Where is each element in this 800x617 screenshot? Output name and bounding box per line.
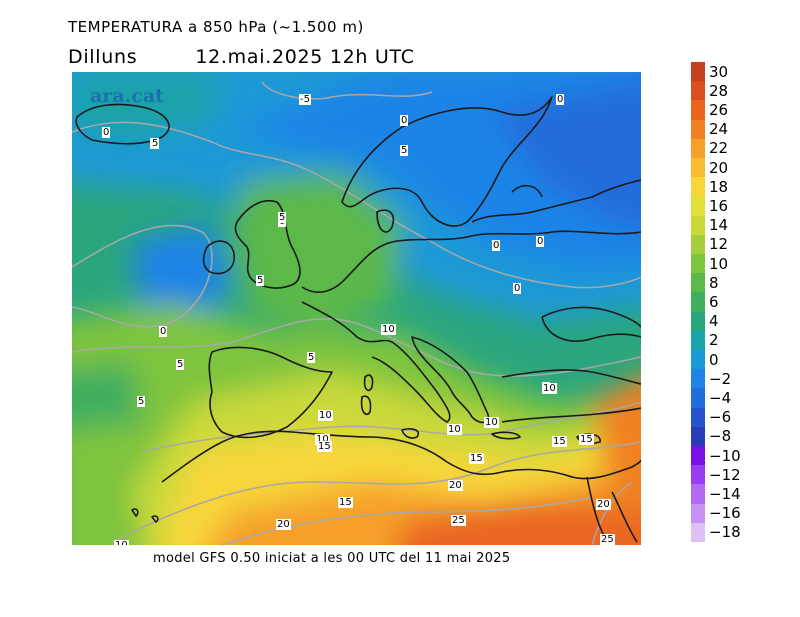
legend-swatch (691, 100, 705, 121)
isotherm-label: 10 (315, 434, 330, 445)
isotherm-label: 10 (542, 383, 557, 394)
color-scale-legend: 30 28 26 24 22 20 18 16 14 12 10 8 6 4 2 0 −2 −4 −6 −8 −10 −1… (691, 62, 741, 557)
legend-swatch (691, 388, 705, 409)
isotherm-label: 0 (492, 240, 501, 251)
isotherm-label: 5 (256, 275, 265, 286)
legend-swatch (691, 369, 705, 389)
legend-label: −14 (709, 484, 741, 503)
legend-label: 6 (709, 292, 719, 311)
isotherm-label: 0 (556, 94, 565, 105)
isotherm-label: 0 (513, 283, 522, 294)
isotherm-label: 5 (176, 359, 185, 370)
legend-label: 28 (709, 81, 729, 100)
legend-swatch (691, 234, 705, 255)
legend-label: −8 (709, 427, 732, 446)
legend-swatch (691, 465, 705, 485)
isotherm-label: 0 (536, 236, 545, 247)
legend-label: 20 (709, 158, 729, 177)
isotherm-label: 10 (318, 410, 333, 421)
isotherm-label: 5 (137, 396, 146, 407)
isotherm-label: 5 (307, 352, 316, 363)
legend-swatch (691, 292, 705, 313)
legend-swatch (691, 350, 705, 370)
coastlines (75, 96, 641, 545)
legend-label: 24 (709, 120, 729, 139)
legend-swatch (691, 407, 705, 428)
isotherm-label: 15 (317, 441, 332, 452)
legend-swatch (691, 196, 705, 217)
temperature-map: -500505500550010055510510101010151515152… (72, 72, 641, 545)
legend-swatch (691, 522, 705, 543)
forecast-date: 12.mai.2025 12h UTC (195, 46, 415, 68)
legend-swatch (691, 330, 705, 351)
isotherm-label: -5 (299, 94, 311, 105)
model-run-info: model GFS 0.50 iniciat a les 00 UTC del … (153, 551, 511, 566)
legend-label: 18 (709, 177, 729, 196)
legend-label: −6 (709, 408, 732, 427)
legend-label: 12 (709, 235, 729, 254)
isotherm-label: 0 (400, 115, 409, 126)
legend-swatch (691, 273, 705, 293)
isotherm-label: 10 (381, 324, 396, 335)
legend-label: −18 (709, 523, 741, 542)
isotherm-label: 0 (159, 326, 168, 337)
isotherm-label: 25 (600, 534, 615, 545)
legend-label: −2 (709, 369, 732, 388)
legend-swatch (691, 119, 705, 140)
legend-swatch (691, 484, 705, 505)
legend-swatch (691, 81, 705, 101)
isotherm-label: 5 (400, 145, 409, 156)
isotherm-label: 5 (151, 138, 160, 149)
forecast-validity: Dilluns 12.mai.2025 12h UTC (68, 46, 415, 68)
legend-swatch (691, 426, 705, 447)
brand-logo: ara.cat (90, 85, 164, 107)
isotherm-label: 10 (114, 540, 129, 545)
legend-label: −16 (709, 504, 741, 523)
legend-swatch (691, 254, 705, 274)
legend-label: 26 (709, 100, 729, 119)
legend-swatch (691, 158, 705, 178)
legend-label: 10 (709, 254, 729, 273)
legend-swatch (691, 62, 705, 82)
legend-swatch (691, 446, 705, 466)
legend-label: 16 (709, 196, 729, 215)
legend-label: 14 (709, 216, 729, 235)
legend-label: −12 (709, 465, 741, 484)
isotherm-label: 15 (469, 453, 484, 464)
isotherm-label: 15 (552, 436, 567, 447)
isotherm-label: 20 (596, 499, 611, 510)
isotherm-label: 10 (447, 424, 462, 435)
isotherm-label: 10 (484, 417, 499, 428)
isotherm-label: 20 (276, 519, 291, 530)
legend-label: 22 (709, 139, 729, 158)
legend-swatch (691, 215, 705, 236)
legend-swatch (691, 138, 705, 159)
legend-swatch (691, 311, 705, 332)
isotherm-label: 20 (448, 480, 463, 491)
isotherm-label: 25 (451, 515, 466, 526)
map-canvas (72, 72, 641, 545)
legend-label: 30 (709, 62, 729, 81)
legend-label: 4 (709, 312, 719, 331)
isotherm-label: 0 (102, 127, 111, 138)
legend-swatch (691, 177, 705, 197)
legend-label: −4 (709, 388, 732, 407)
forecast-day: Dilluns (68, 46, 138, 68)
legend-swatch (691, 503, 705, 524)
isotherm-label: 15 (338, 497, 353, 508)
legend-label: 8 (709, 273, 719, 292)
legend-label: 0 (709, 350, 719, 369)
isotherm-label: 5 (278, 212, 287, 223)
isotherm-label: 15 (579, 434, 594, 445)
legend-label: 2 (709, 331, 719, 350)
chart-title: TEMPERATURA a 850 hPa (~1.500 m) (68, 18, 364, 36)
legend-label: −10 (709, 446, 741, 465)
